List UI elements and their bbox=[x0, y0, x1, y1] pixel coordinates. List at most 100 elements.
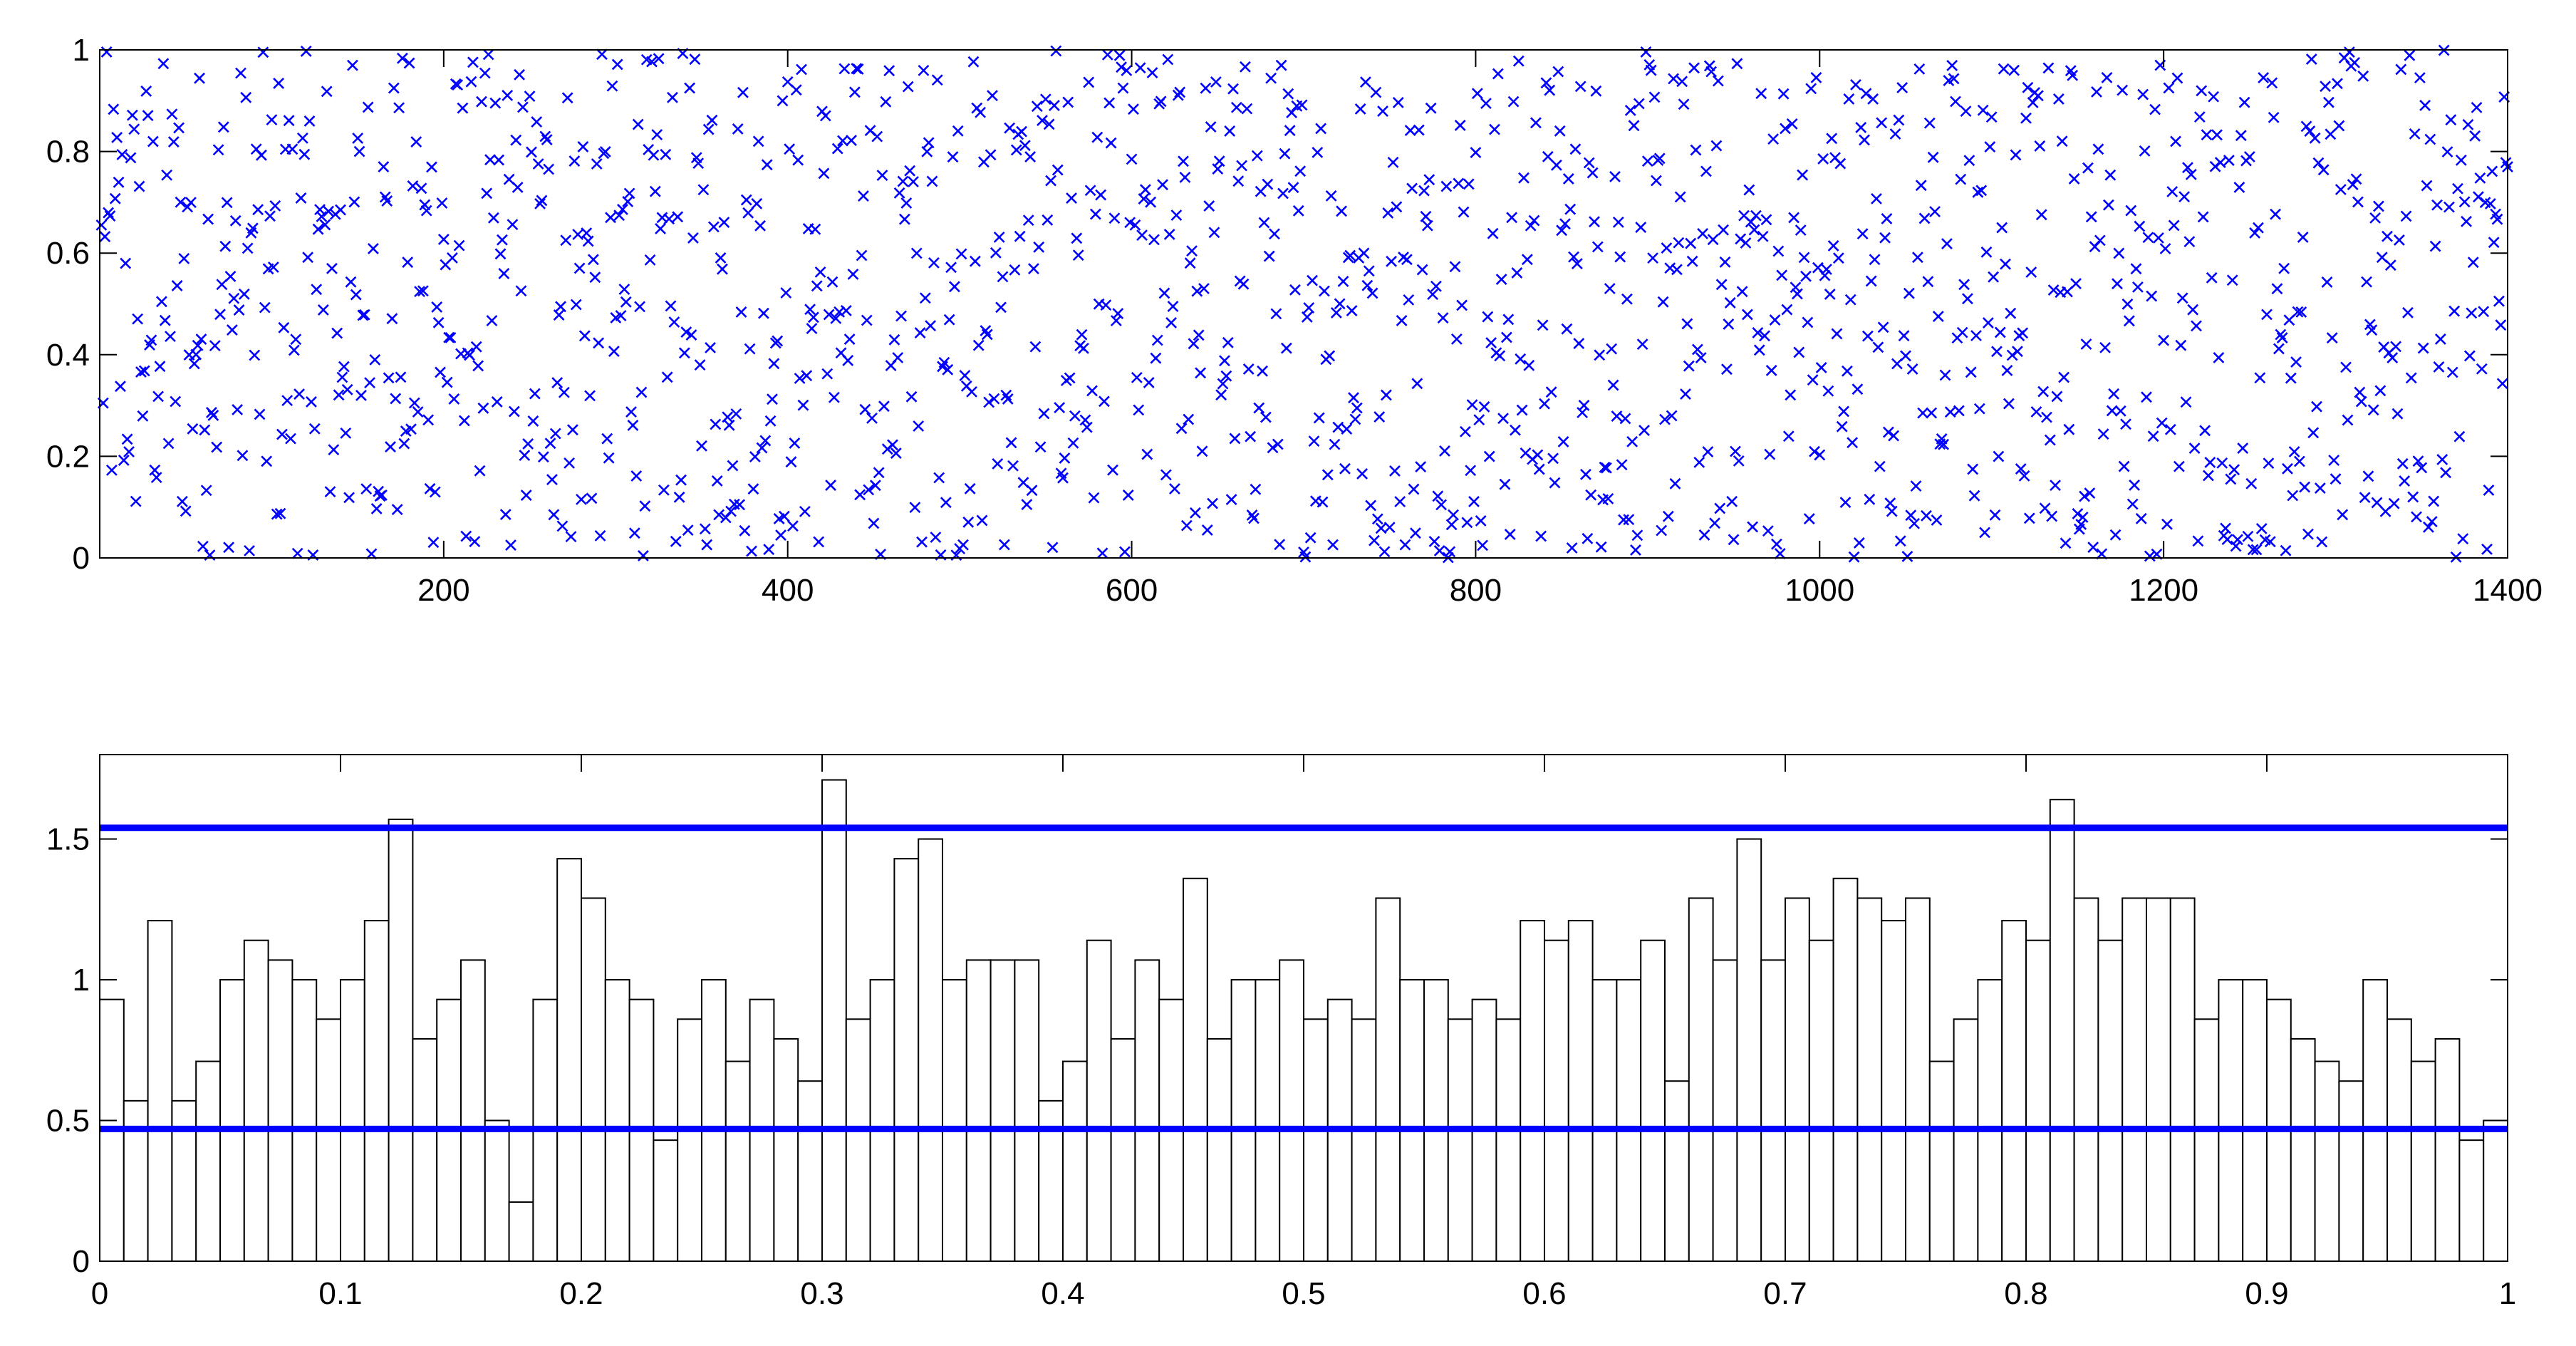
scatter-point bbox=[388, 82, 400, 94]
scatter-point bbox=[876, 170, 888, 181]
scatter-point bbox=[1580, 468, 1591, 480]
scatter-point bbox=[1237, 278, 1250, 290]
scatter-point bbox=[2283, 314, 2295, 326]
scatter-point bbox=[396, 52, 408, 64]
scatter-point bbox=[278, 321, 290, 333]
scatter-point bbox=[1487, 227, 1499, 239]
scatter-point bbox=[1148, 234, 1160, 246]
scatter-point bbox=[1908, 517, 1920, 529]
scatter-point bbox=[1545, 386, 1557, 398]
scatter-point bbox=[1175, 423, 1188, 435]
scatter-point bbox=[1191, 285, 1203, 297]
scatter-point bbox=[470, 341, 482, 353]
histogram-bar bbox=[2242, 979, 2268, 1262]
scatter-point bbox=[1383, 522, 1396, 534]
scatter-point bbox=[2245, 477, 2258, 490]
scatter-point bbox=[668, 316, 680, 328]
scatter-point bbox=[217, 121, 229, 133]
scatter-point bbox=[1693, 456, 1705, 468]
histogram-x-tick-label: 0.3 bbox=[800, 1276, 843, 1311]
scatter-point bbox=[1145, 196, 1157, 208]
scatter-point bbox=[1847, 437, 1859, 449]
scatter-point bbox=[1004, 122, 1016, 134]
scatter-point bbox=[340, 427, 352, 439]
scatter-point bbox=[216, 279, 228, 291]
scatter-point bbox=[632, 118, 644, 130]
scatter-point bbox=[1728, 534, 1740, 546]
scatter-point bbox=[1955, 173, 1967, 185]
scatter-point bbox=[2481, 543, 2493, 555]
scatter-point bbox=[637, 549, 649, 561]
scatter-point bbox=[1262, 178, 1274, 190]
scatter-point bbox=[1678, 98, 1690, 110]
scatter-point bbox=[1836, 420, 1848, 433]
scatter-point bbox=[1850, 78, 1861, 90]
scatter-point bbox=[1946, 60, 1958, 71]
scatter-point bbox=[1420, 210, 1432, 222]
scatter-point bbox=[692, 157, 705, 170]
scatter-point bbox=[1236, 160, 1248, 172]
scatter-point bbox=[1822, 385, 1834, 397]
scatter-point bbox=[502, 90, 514, 101]
histogram-bar bbox=[821, 779, 847, 1263]
scatter-point bbox=[1948, 73, 1960, 85]
scatter-point bbox=[1817, 153, 1829, 165]
scatter-point bbox=[923, 137, 935, 149]
scatter-point bbox=[1219, 355, 1230, 367]
scatter-point bbox=[2391, 408, 2404, 420]
histogram-x-tick-label: 0.8 bbox=[2004, 1276, 2047, 1311]
scatter-point bbox=[715, 252, 727, 264]
scatter-point bbox=[957, 539, 969, 551]
scatter-point bbox=[2097, 428, 2109, 440]
scatter-point bbox=[1810, 72, 1822, 83]
scatter-point bbox=[1718, 224, 1730, 236]
scatter-point bbox=[514, 68, 526, 81]
scatter-point bbox=[1251, 150, 1263, 162]
scatter-point bbox=[1743, 184, 1755, 196]
scatter-point bbox=[1083, 76, 1095, 88]
scatter-point bbox=[154, 361, 166, 373]
scatter-point bbox=[1463, 178, 1475, 190]
scatter-point bbox=[606, 80, 618, 92]
scatter-point bbox=[1528, 214, 1540, 227]
scatter-point bbox=[2307, 427, 2320, 439]
scatter-x-tick-label: 800 bbox=[1450, 573, 1502, 608]
scatter-point bbox=[1069, 410, 1081, 422]
scatter-point bbox=[1623, 514, 1635, 526]
scatter-point bbox=[1473, 414, 1485, 426]
scatter-point bbox=[1184, 257, 1196, 269]
scatter-point bbox=[1401, 254, 1413, 266]
histogram-bar bbox=[1977, 979, 2003, 1262]
scatter-point bbox=[754, 219, 767, 232]
scatter-point bbox=[756, 442, 768, 454]
scatter-point bbox=[2206, 271, 2218, 284]
scatter-point bbox=[302, 252, 314, 264]
scatter-point bbox=[1657, 296, 1669, 308]
scatter-point bbox=[2082, 162, 2094, 174]
scatter-point bbox=[2309, 132, 2321, 144]
scatter-point bbox=[2421, 180, 2433, 192]
scatter-point bbox=[1967, 463, 1979, 475]
scatter-point bbox=[224, 271, 237, 282]
scatter-point bbox=[259, 301, 271, 314]
scatter-point bbox=[1893, 114, 1905, 126]
scatter-point bbox=[199, 424, 211, 436]
scatter-point bbox=[2175, 339, 2187, 351]
scatter-point bbox=[1439, 445, 1450, 457]
scatter-point bbox=[723, 419, 735, 431]
scatter-point bbox=[529, 388, 541, 400]
scatter-point bbox=[2325, 128, 2337, 140]
histogram-bar bbox=[363, 920, 390, 1263]
scatter-point bbox=[1230, 101, 1242, 113]
scatter-point bbox=[2141, 391, 2152, 403]
scatter-point bbox=[1205, 121, 1217, 133]
scatter-point bbox=[627, 420, 639, 431]
scatter-point bbox=[1872, 341, 1884, 353]
scatter-point bbox=[1542, 150, 1554, 162]
scatter-point bbox=[1877, 321, 1889, 333]
scatter-point bbox=[1500, 331, 1512, 343]
scatter-point bbox=[2407, 491, 2419, 503]
scatter-point bbox=[883, 65, 895, 77]
scatter-point bbox=[684, 82, 696, 94]
scatter-point bbox=[345, 276, 357, 288]
